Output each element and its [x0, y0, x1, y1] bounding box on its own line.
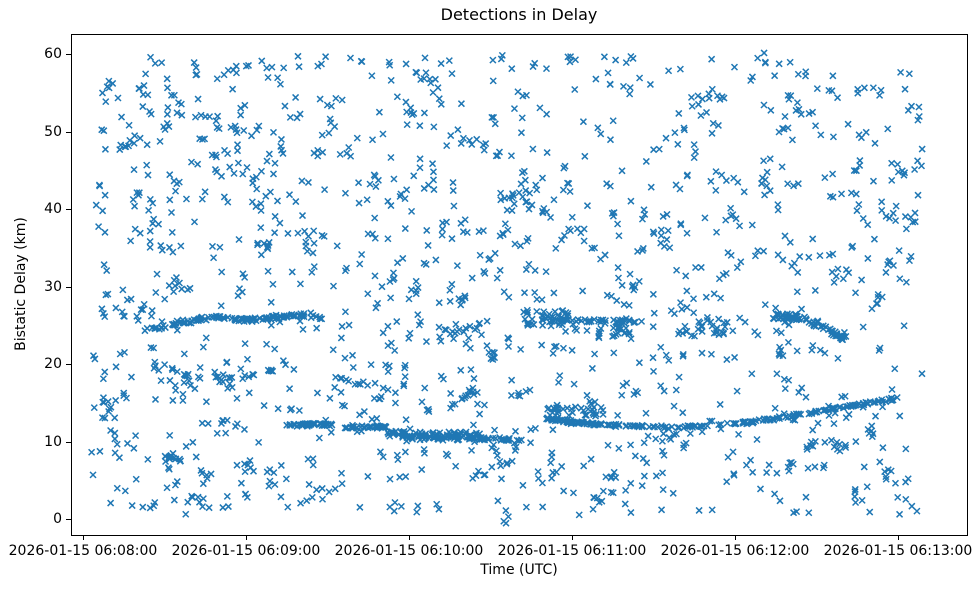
- y-tick-label: 10: [44, 433, 62, 450]
- y-axis-label: Bistatic Delay (km): [13, 217, 29, 351]
- x-tick-label: 2026-01-15 06:13:00: [823, 543, 973, 559]
- chart-title: Detections in Delay: [440, 5, 598, 24]
- x-tick-label: 2026-01-15 06:10:00: [334, 543, 484, 559]
- x-tick-label: 2026-01-15 06:12:00: [660, 543, 810, 559]
- y-tick-label: 30: [44, 278, 62, 295]
- x-tick-label: 2026-01-15 06:09:00: [171, 543, 321, 559]
- y-tick-label: 40: [44, 201, 62, 218]
- x-tick-label: 2026-01-15 06:11:00: [497, 543, 647, 559]
- x-axis-label: Time (UTC): [480, 562, 558, 578]
- y-tick-label: 50: [44, 123, 62, 140]
- y-tick-label: 20: [44, 356, 62, 373]
- y-tick-label: 0: [53, 511, 62, 528]
- y-tick-label: 60: [44, 46, 62, 62]
- x-tick-label: 2026-01-15 06:08:00: [8, 543, 158, 559]
